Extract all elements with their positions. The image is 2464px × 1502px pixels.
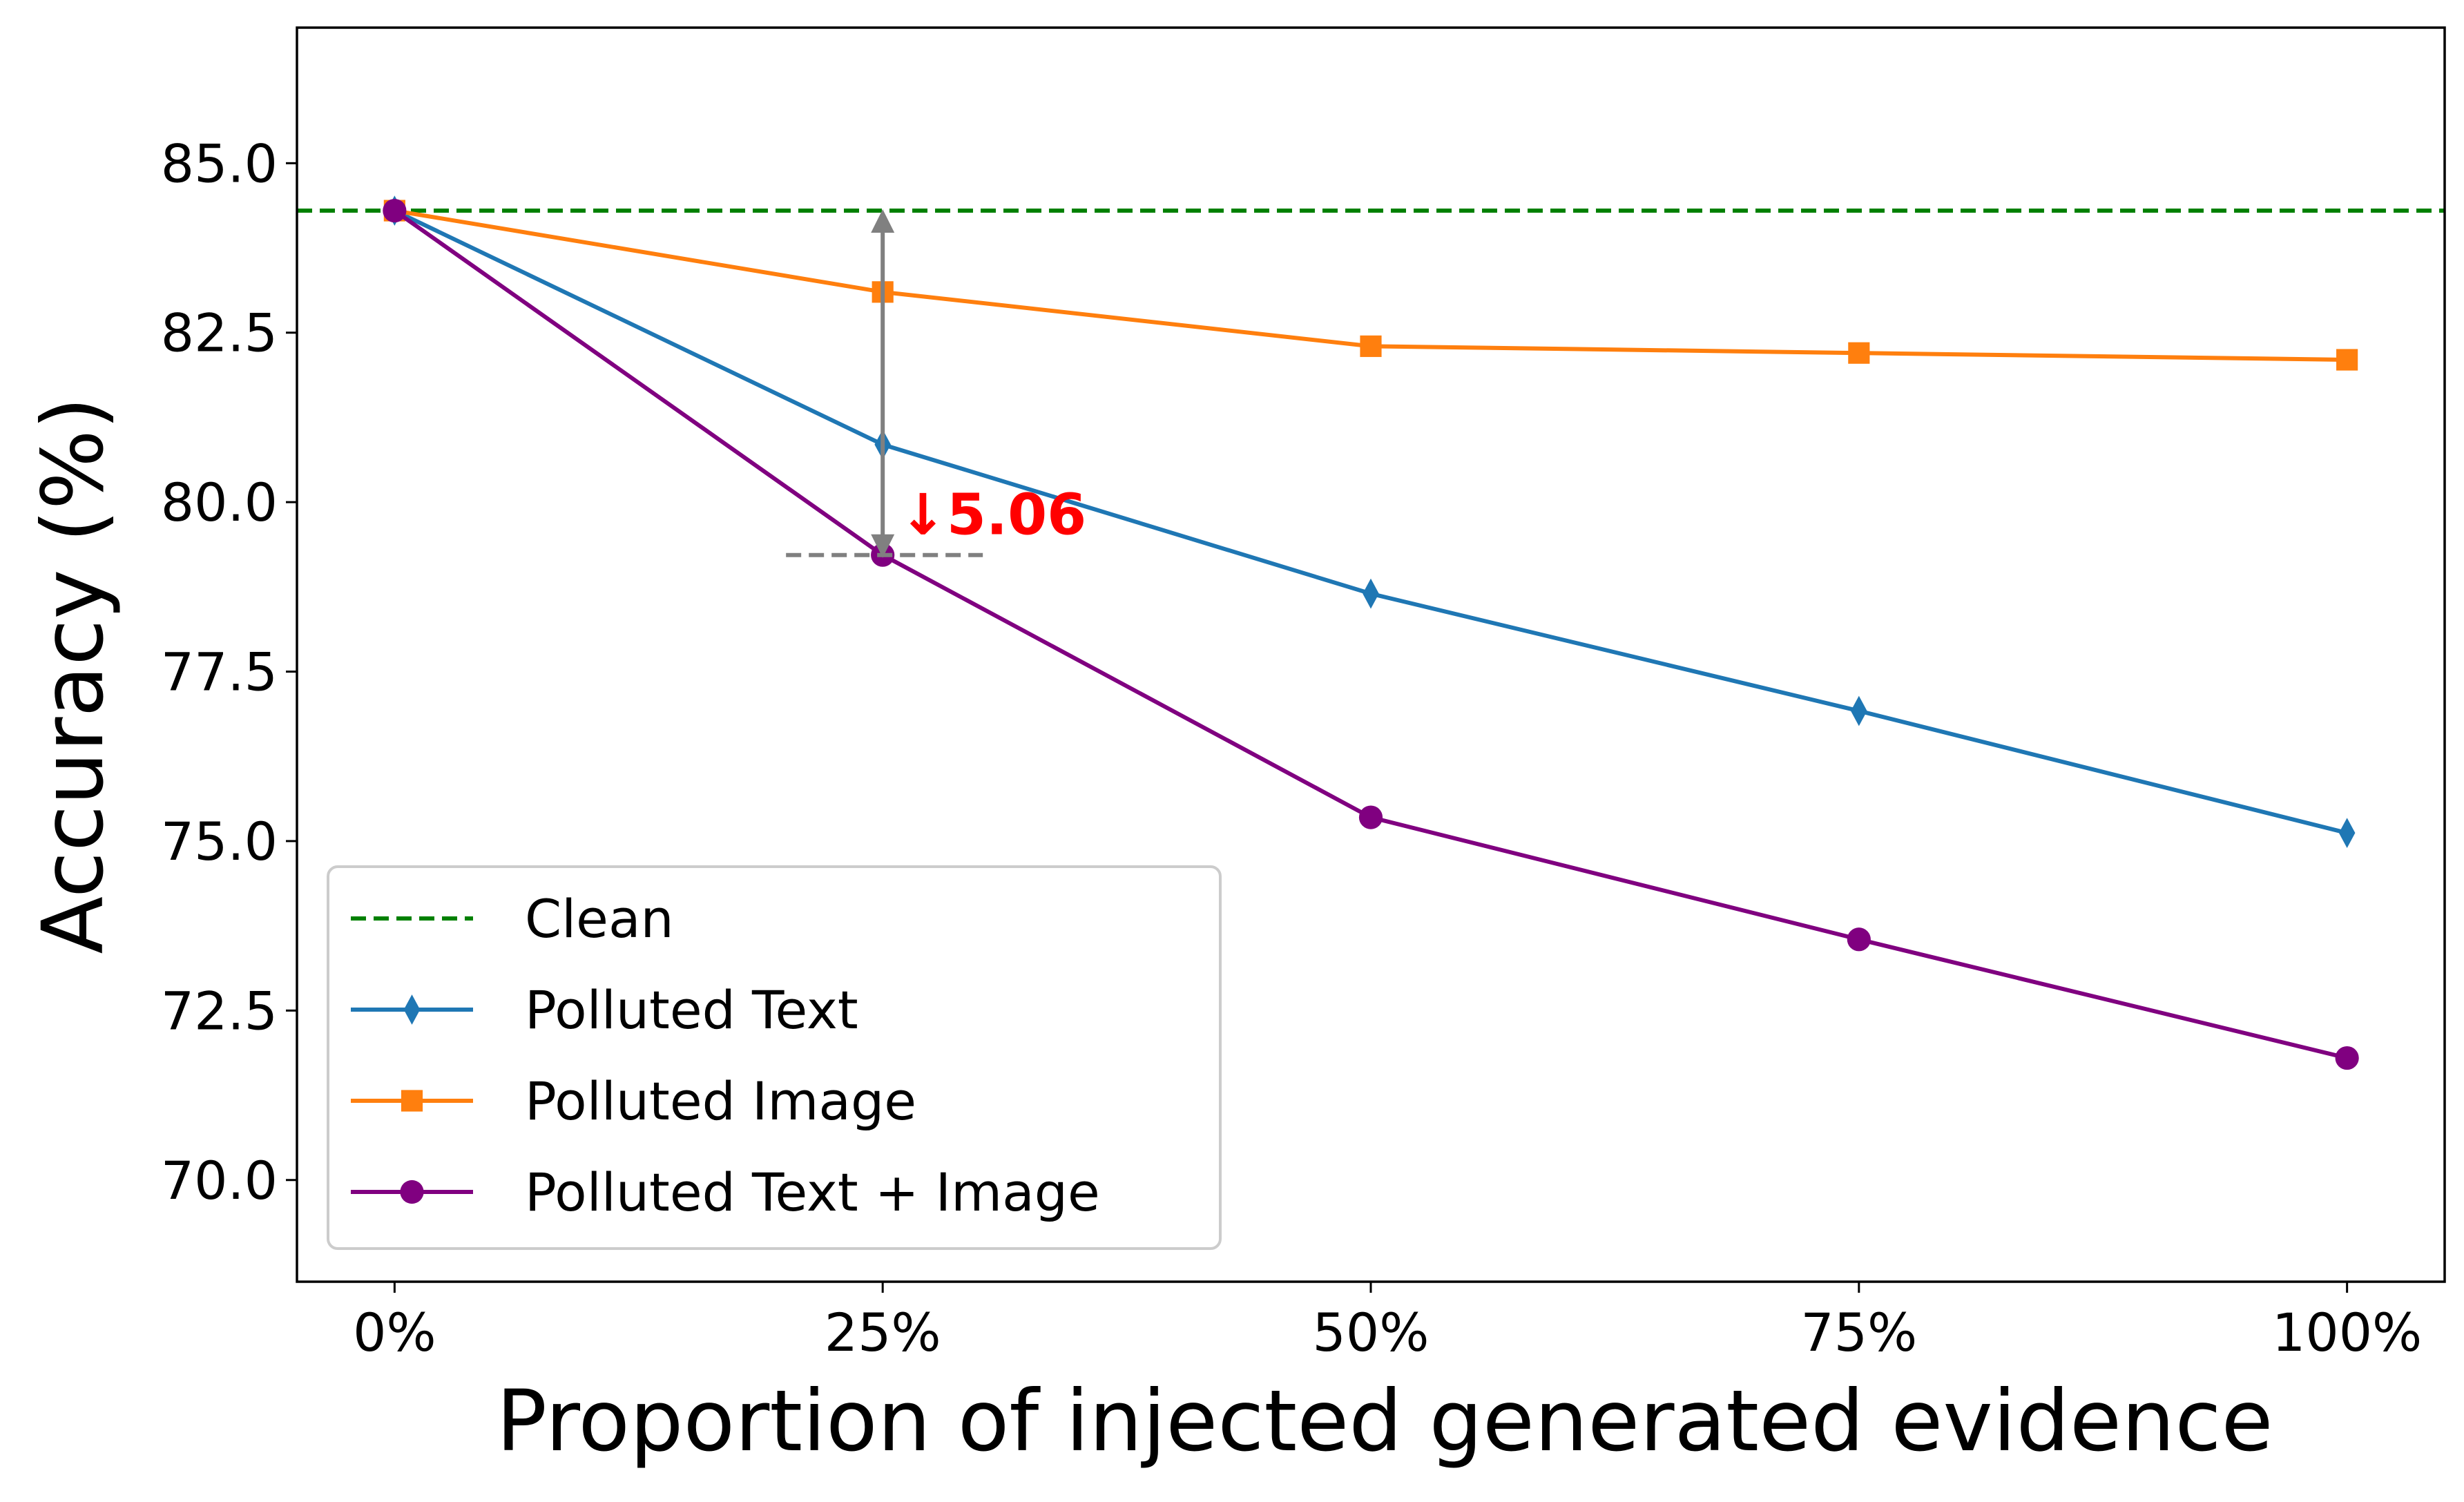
data-point: [383, 198, 407, 223]
x-axis-title: Proportion of injected generated evidenc…: [496, 1372, 2273, 1470]
x-tick-label: 25%: [825, 1302, 941, 1363]
y-tick-label: 77.5: [161, 642, 278, 703]
x-tick-label: 100%: [2272, 1302, 2422, 1363]
data-point: [1363, 578, 1379, 609]
data-point: [1847, 927, 1871, 952]
series-layer: [383, 195, 2359, 1070]
legend-marker-polluted-text: [403, 994, 421, 1025]
legend-marker-polluted-text-image: [400, 1180, 424, 1204]
legend-box: [327, 865, 1222, 1250]
series-line: [394, 209, 2348, 836]
x-axis: 0% 25% 50% 75% 100%: [353, 1282, 2422, 1363]
y-tick-label: 85.0: [161, 133, 278, 194]
y-tick-label: 72.5: [161, 980, 278, 1041]
data-point: [2335, 1046, 2359, 1070]
series-polluted-text: [386, 195, 2356, 849]
x-tick-label: 50%: [1313, 1302, 1430, 1363]
y-axis-title: Accuracy (%): [24, 397, 122, 954]
y-tick-label: 82.5: [161, 302, 278, 364]
data-point: [2338, 818, 2356, 849]
series-polluted-text-image: [383, 198, 2359, 1070]
annotation-arrow-head-down: [871, 534, 895, 558]
x-tick-label: 0%: [353, 1302, 436, 1363]
y-tick-label: 70.0: [161, 1150, 278, 1211]
legend-label-clean: Clean: [525, 888, 674, 950]
data-point: [1848, 342, 1870, 364]
y-tick-label: 80.0: [161, 472, 278, 533]
data-point: [1851, 695, 1867, 726]
data-point: [1358, 805, 1383, 829]
annotation-layer: ↓5.06: [786, 209, 1086, 558]
y-axis: 70.0 72.5 75.0 77.5 80.0 82.5 85.0: [161, 133, 297, 1211]
x-tick-label: 75%: [1800, 1302, 1917, 1363]
y-tick-label: 75.0: [161, 811, 278, 872]
legend-label-polluted-text: Polluted Text: [525, 979, 858, 1041]
legend-label-polluted-text-image: Polluted Text + Image: [525, 1162, 1100, 1223]
legend-marker-polluted-image: [401, 1090, 423, 1112]
annotation-label: ↓5.06: [899, 483, 1086, 548]
series-polluted-image: [383, 200, 2358, 371]
data-point: [1360, 335, 1382, 357]
legend: Clean Polluted Text Polluted Image Polluted…: [327, 865, 1222, 1250]
legend-label-polluted-image: Polluted Image: [525, 1070, 916, 1132]
data-point: [2336, 349, 2358, 371]
annotation-arrow-head-up: [871, 209, 895, 233]
